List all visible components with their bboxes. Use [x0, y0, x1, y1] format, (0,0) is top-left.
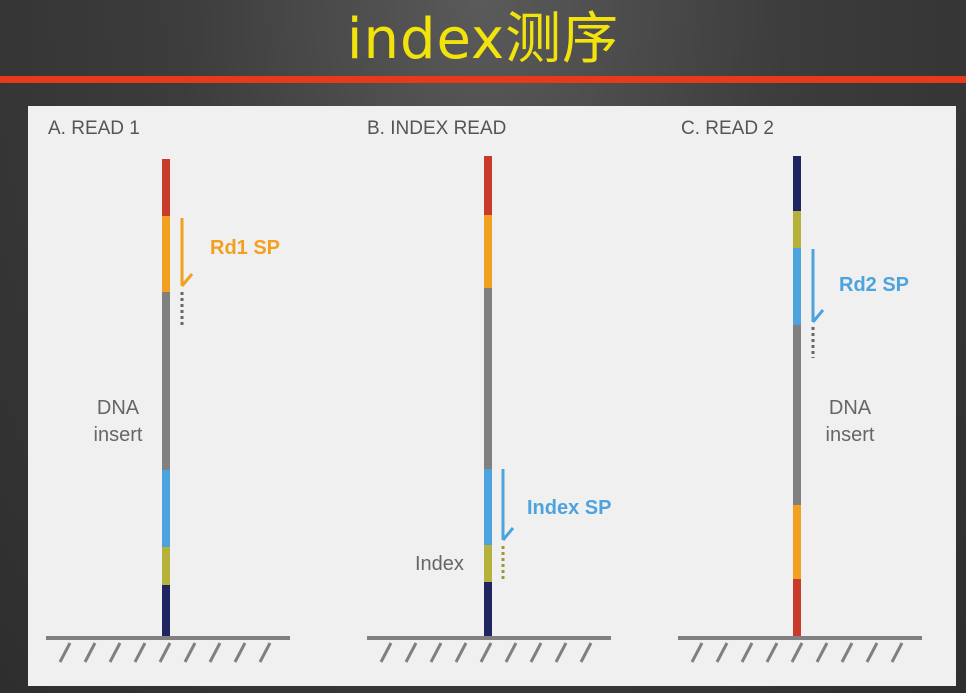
- rd1-sp-label: Rd1 SP: [210, 237, 280, 259]
- p7-adapter-segment: [162, 585, 170, 638]
- dna-insert-label-a2: insert: [94, 424, 143, 446]
- dna-insert-label-c2: insert: [826, 424, 875, 446]
- title-underline: [0, 76, 966, 83]
- rd1-sp-segment: [162, 216, 170, 292]
- slide-title: index测序: [346, 7, 620, 72]
- dna-insert-segment: [162, 292, 170, 470]
- p7-adapter-segment: [484, 582, 492, 638]
- panel-a-header: A. READ 1: [48, 118, 140, 139]
- dna-insert-segment: [484, 288, 492, 469]
- rd2-sp-segment: [484, 469, 492, 545]
- rd2-sp-label: Rd2 SP: [839, 274, 909, 296]
- surface-a: [46, 636, 290, 663]
- dna-insert-label-c1: DNA: [829, 397, 872, 419]
- rd2-primer-arrow: [811, 249, 825, 358]
- rd1-primer-arrow: [180, 218, 194, 326]
- index-primer-arrow: [501, 469, 515, 582]
- index-segment: [162, 547, 170, 585]
- dna-insert-segment: [793, 325, 801, 505]
- rd1-sp-segment: [484, 215, 492, 288]
- p5-adapter-segment: [484, 156, 492, 215]
- dna-insert-label-a1: DNA: [97, 397, 140, 419]
- rd2-sp-segment: [162, 470, 170, 547]
- panel-c-header: C. READ 2: [681, 118, 774, 139]
- p5-adapter-segment: [793, 579, 801, 638]
- surface-c: [678, 636, 922, 663]
- index-segment: [484, 545, 492, 582]
- rd2-sp-segment: [793, 248, 801, 325]
- rd1-sp-segment: [793, 505, 801, 579]
- index-label: Index: [415, 553, 464, 575]
- panel-a-strand: [162, 159, 170, 638]
- p5-adapter-segment: [162, 159, 170, 216]
- p7-adapter-segment: [793, 156, 801, 211]
- surface-b: [367, 636, 611, 663]
- index-segment: [793, 211, 801, 248]
- panel-c-strand: [793, 156, 801, 638]
- panel-b-strand: [484, 156, 492, 638]
- index-sp-label: Index SP: [527, 497, 611, 519]
- panel-b-header: B. INDEX READ: [367, 118, 506, 139]
